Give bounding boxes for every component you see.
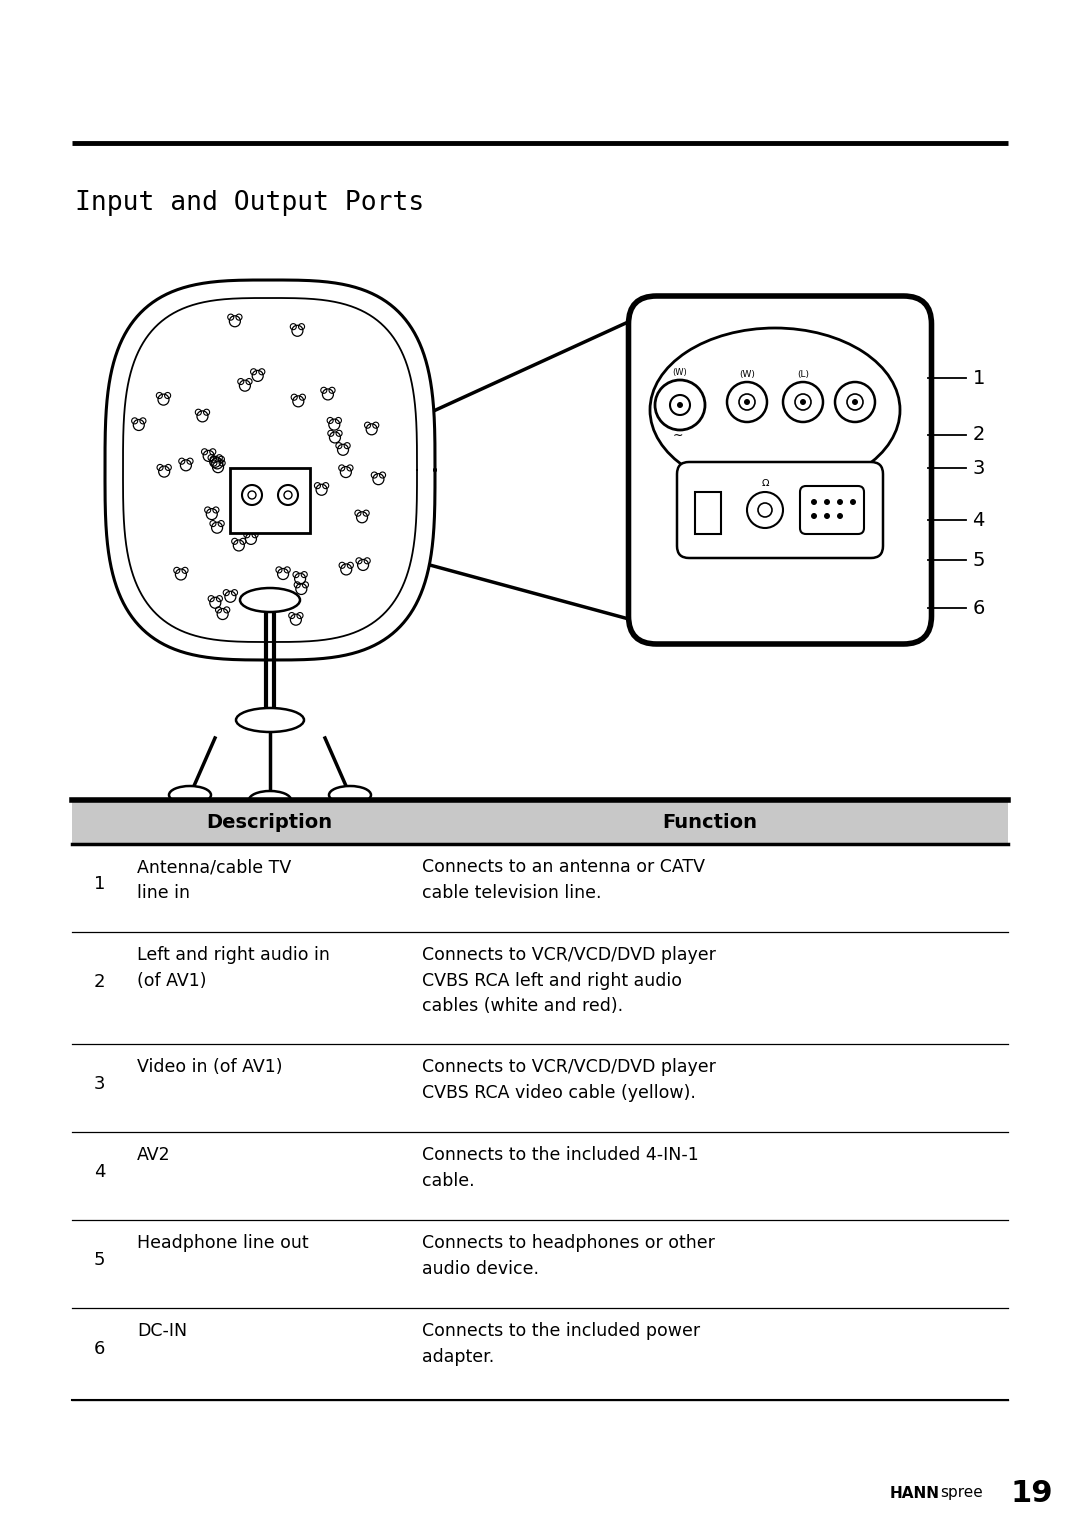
Ellipse shape: [329, 786, 372, 804]
Text: 5: 5: [94, 1251, 105, 1269]
Text: ∼: ∼: [673, 428, 684, 442]
Text: (L): (L): [797, 370, 809, 379]
Text: 3: 3: [972, 459, 985, 477]
FancyBboxPatch shape: [677, 462, 883, 558]
Text: Ω: Ω: [761, 479, 769, 488]
Circle shape: [837, 498, 843, 505]
Text: 19: 19: [1010, 1479, 1053, 1508]
Text: 1: 1: [94, 875, 105, 893]
FancyBboxPatch shape: [629, 297, 931, 644]
Text: DC-IN: DC-IN: [137, 1323, 187, 1339]
Circle shape: [811, 514, 816, 518]
Bar: [72, 800, 1008, 844]
Text: Antenna/cable TV
line in: Antenna/cable TV line in: [137, 858, 292, 902]
Circle shape: [837, 514, 843, 518]
Text: Function: Function: [662, 812, 757, 832]
Text: 6: 6: [972, 598, 985, 618]
Text: (W): (W): [739, 370, 755, 379]
Text: Connects to an antenna or CATV
cable television line.: Connects to an antenna or CATV cable tel…: [422, 858, 705, 902]
Text: (W): (W): [673, 368, 687, 378]
Circle shape: [850, 498, 856, 505]
Text: 3: 3: [94, 1075, 105, 1093]
Bar: [696, 492, 721, 534]
Ellipse shape: [168, 786, 211, 804]
Text: 4: 4: [972, 511, 985, 529]
Text: Connects to VCR/VCD/DVD player
CVBS RCA video cable (yellow).: Connects to VCR/VCD/DVD player CVBS RCA …: [422, 1058, 716, 1102]
Polygon shape: [105, 280, 435, 661]
Text: spree: spree: [940, 1486, 983, 1500]
Bar: [230, 468, 310, 532]
Ellipse shape: [237, 708, 303, 732]
Text: Description: Description: [206, 812, 333, 832]
Text: 4: 4: [94, 1162, 105, 1180]
Text: 1: 1: [972, 368, 985, 387]
Text: Input and Output Ports: Input and Output Ports: [75, 190, 424, 216]
Text: Connects to the included power
adapter.: Connects to the included power adapter.: [422, 1323, 700, 1365]
FancyBboxPatch shape: [800, 486, 864, 534]
Circle shape: [800, 399, 806, 405]
Circle shape: [852, 399, 858, 405]
Circle shape: [824, 514, 831, 518]
Ellipse shape: [249, 790, 291, 809]
Text: 6: 6: [94, 1341, 105, 1358]
Text: HANN: HANN: [890, 1486, 940, 1500]
Text: Connects to VCR/VCD/DVD player
CVBS RCA left and right audio
cables (white and r: Connects to VCR/VCD/DVD player CVBS RCA …: [422, 946, 716, 1015]
Text: 2: 2: [94, 974, 105, 991]
Text: 2: 2: [972, 425, 985, 445]
Text: 5: 5: [972, 550, 985, 569]
Text: Connects to headphones or other
audio device.: Connects to headphones or other audio de…: [422, 1234, 715, 1278]
Circle shape: [824, 498, 831, 505]
Ellipse shape: [240, 589, 300, 612]
Text: Connects to the included 4-IN-1
cable.: Connects to the included 4-IN-1 cable.: [422, 1147, 699, 1190]
Circle shape: [811, 498, 816, 505]
Text: Headphone line out: Headphone line out: [137, 1234, 309, 1252]
Text: Video in (of AV1): Video in (of AV1): [137, 1058, 283, 1076]
Text: AV2: AV2: [137, 1147, 171, 1164]
Circle shape: [677, 402, 683, 408]
Circle shape: [744, 399, 750, 405]
Ellipse shape: [650, 329, 900, 492]
Text: Left and right audio in
(of AV1): Left and right audio in (of AV1): [137, 946, 329, 989]
